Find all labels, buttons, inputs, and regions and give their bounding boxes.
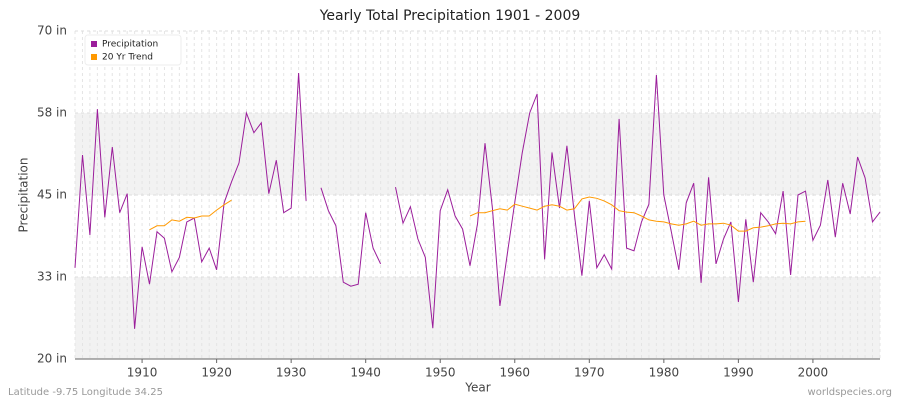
x-axis-label: Year xyxy=(464,381,490,395)
x-tick-label: 1970 xyxy=(574,366,605,380)
footer-right: worldspecies.org xyxy=(808,387,892,398)
series-line xyxy=(74,72,881,329)
x-tick-label: 1920 xyxy=(201,366,232,380)
footer-left: Latitude -9.75 Longitude 34.25 xyxy=(8,387,163,398)
legend-box xyxy=(84,34,182,66)
legend-label: 20 Yr Trend xyxy=(102,53,153,63)
y-tick-label: 58 in xyxy=(37,106,67,120)
x-tick-label: 1980 xyxy=(649,366,680,380)
x-tick-label: 1960 xyxy=(499,366,530,380)
x-tick-label: 1910 xyxy=(127,366,158,380)
y-tick-label: 45 in xyxy=(37,188,67,202)
legend-swatch xyxy=(91,54,97,60)
series-line xyxy=(149,196,806,232)
chart-title: Yearly Total Precipitation 1901 - 2009 xyxy=(319,8,581,24)
legend-swatch xyxy=(91,41,97,47)
x-tick-label: 1930 xyxy=(276,366,307,380)
legend-label: Precipitation xyxy=(102,40,158,50)
x-tick-label: 2000 xyxy=(798,366,829,380)
x-tick-label: 1940 xyxy=(350,366,381,380)
y-tick-label: 20 in xyxy=(37,352,67,366)
y-tick-label: 70 in xyxy=(37,24,67,38)
y-tick-label: 33 in xyxy=(37,270,67,284)
x-tick-label: 1950 xyxy=(425,366,456,380)
x-tick-label: 1990 xyxy=(723,366,754,380)
y-axis-label: Precipitation xyxy=(17,157,31,232)
